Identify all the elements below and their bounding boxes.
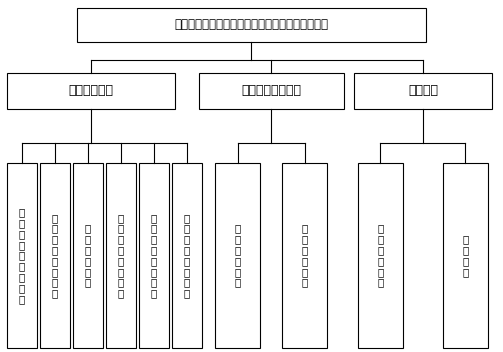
Text: 基于三维库容分析预测技术的智能填埋场管理系统: 基于三维库容分析预测技术的智能填埋场管理系统 [175,19,328,31]
Bar [7,73,175,109]
Text: 视
频
监
控
系
统: 视 频 监 控 系 统 [85,224,91,288]
Bar [139,163,169,348]
Text: 应
急
指
挥
系
统: 应 急 指 挥 系 统 [377,224,384,288]
Text: 中
控
建
设: 中 控 建 设 [462,234,469,277]
Bar [172,163,202,348]
Text: 应急模块: 应急模块 [408,84,438,98]
Text: 作
业
车
辆
监
管
系
统: 作 业 车 辆 监 管 系 统 [52,213,58,298]
Text: 日
常
办
公
管
理
系
统: 日 常 办 公 管 理 系 统 [184,213,190,298]
Bar [7,163,37,348]
Bar [106,163,136,348]
Bar [40,163,70,348]
Bar [73,163,103,348]
Text: 日常运营管理模块: 日常运营管理模块 [241,84,301,98]
Bar [199,73,344,109]
Bar [443,163,488,348]
Bar [283,163,327,348]
Text: 污
染
排
放
监
测
系
统: 污 染 排 放 监 测 系 统 [118,213,124,298]
Text: 公
共
服
务
系
统: 公 共 服 务 系 统 [235,224,241,288]
Text: 业务管理模块: 业务管理模块 [68,84,114,98]
Text: 垃
圾
稳
定
监
控
系
统: 垃 圾 稳 定 监 控 系 统 [151,213,157,298]
Bar [77,8,426,42]
Bar [358,163,403,348]
Text: 填
埋
场
作
业
管
理
系
统: 填 埋 场 作 业 管 理 系 统 [19,207,25,304]
Bar [354,73,492,109]
Bar [215,163,261,348]
Text: 日
常
调
度
系
统: 日 常 调 度 系 统 [302,224,308,288]
